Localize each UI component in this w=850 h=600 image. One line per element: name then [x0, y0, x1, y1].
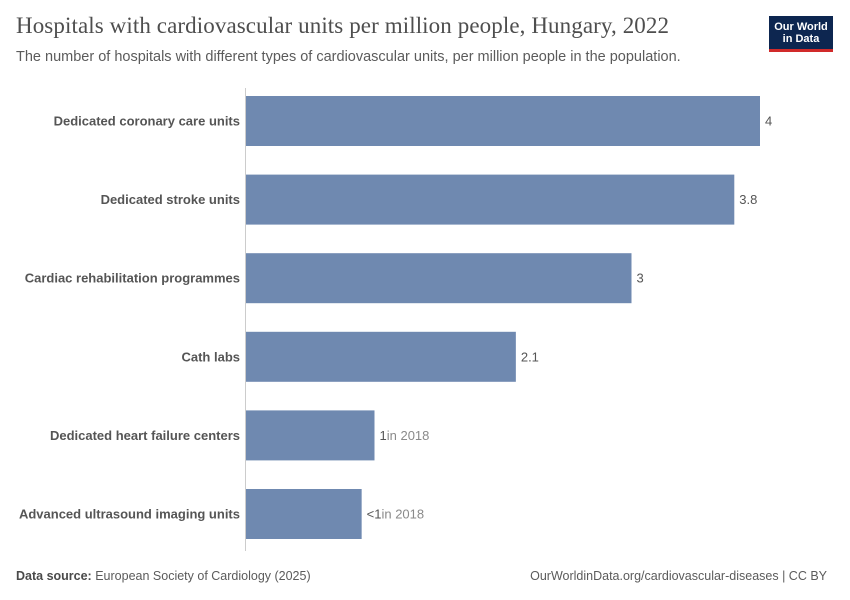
value-label: 1in 2018 — [380, 428, 430, 443]
category-label: Dedicated stroke units — [101, 192, 240, 207]
value-note: in 2018 — [387, 428, 430, 443]
chart-subtitle: The number of hospitals with different t… — [16, 49, 681, 65]
owid-logo[interactable]: Our World in Data — [769, 16, 833, 52]
bar[interactable] — [246, 331, 516, 382]
data-source: Data source: European Society of Cardiol… — [16, 569, 311, 583]
bars-group: Dedicated coronary care units 4 Dedicated … — [19, 96, 772, 539]
value-label: 3.8 — [739, 192, 757, 207]
category-label: Dedicated coronary care units — [54, 114, 240, 129]
bar[interactable] — [246, 174, 735, 225]
logo-line-2: in Data — [782, 33, 820, 45]
value-number: 3 — [637, 271, 644, 286]
category-label: Cardiac rehabilitation programmes — [25, 271, 240, 286]
value-number: 3.8 — [739, 192, 757, 207]
data-source-label: Data source: — [16, 569, 92, 583]
value-number: 2.1 — [521, 349, 539, 364]
value-number: <1 — [367, 507, 382, 522]
chart-title: Hospitals with cardiovascular units per … — [16, 13, 670, 38]
category-label: Dedicated heart failure centers — [50, 428, 240, 443]
bar[interactable] — [246, 410, 375, 461]
category-label: Advanced ultrasound imaging units — [19, 507, 240, 522]
value-label: <1in 2018 — [367, 507, 424, 522]
footer-link[interactable]: OurWorldinData.org/cardiovascular-diseas… — [530, 569, 827, 583]
value-number: 4 — [765, 114, 772, 129]
value-label: 3 — [637, 271, 644, 286]
bar[interactable] — [246, 489, 362, 539]
bar[interactable] — [246, 96, 760, 146]
bar[interactable] — [246, 253, 632, 304]
logo-line-1: Our World — [774, 21, 828, 33]
value-number: 1 — [380, 428, 387, 443]
value-label: 4 — [765, 114, 772, 129]
data-source-text[interactable]: European Society of Cardiology (2025) — [95, 569, 311, 583]
value-note: in 2018 — [381, 507, 424, 522]
value-label: 2.1 — [521, 349, 539, 364]
category-label: Cath labs — [181, 349, 240, 364]
